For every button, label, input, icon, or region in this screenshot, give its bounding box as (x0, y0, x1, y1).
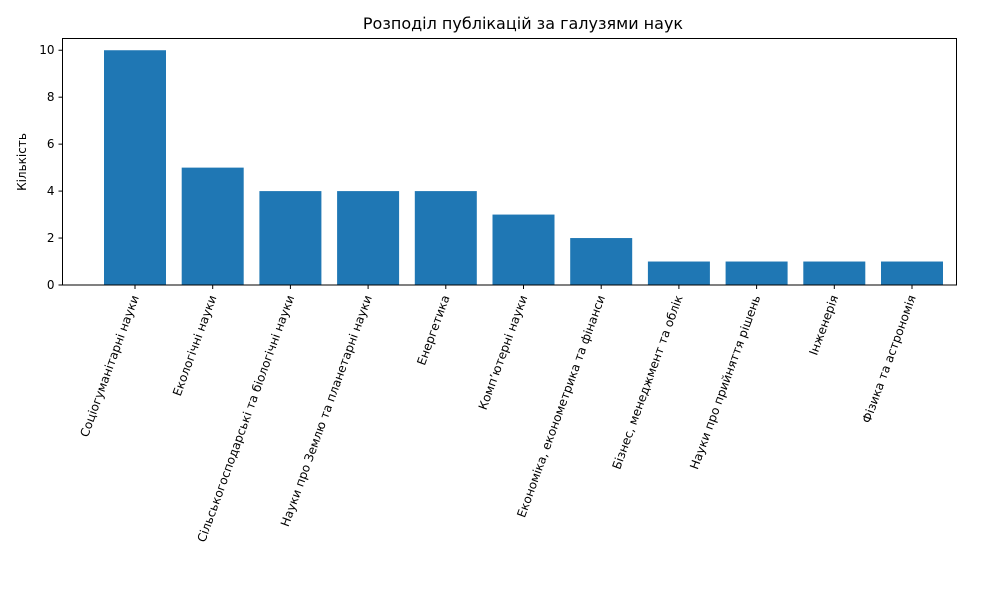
y-axis-label: Кількість (15, 133, 29, 191)
y-tick-label: 10 (39, 43, 54, 57)
bar (492, 214, 555, 285)
plot-frame (62, 38, 957, 286)
x-tick-label: Бізнес, менеджмент та облік (609, 293, 685, 471)
x-tick-label: Фізика та астрономія (859, 293, 918, 425)
bar (337, 191, 400, 285)
y-tick-label: 6 (47, 137, 55, 151)
x-tick-label: Науки про прийняття рішень (687, 293, 763, 471)
bar (181, 167, 244, 285)
x-tick-label: Інженерія (806, 293, 841, 357)
x-axis: Соціогуманітарні науки Екологічні наукиСі… (77, 285, 919, 544)
y-axis: 0 2 4 6 8 10 (39, 43, 63, 292)
bar (259, 191, 322, 285)
x-tick-label: Енергетика (414, 293, 452, 367)
bar (104, 50, 166, 285)
bar (414, 191, 477, 285)
x-tick-label: Економіка, економетрика та фінанси (514, 293, 608, 519)
x-tick-label: Соціогуманітарні науки (77, 293, 141, 439)
x-tick-label: Науки про Землю та планетарні науки (278, 293, 375, 528)
bar (803, 261, 866, 285)
bar (725, 261, 788, 285)
y-tick-label: 2 (47, 231, 55, 245)
bar (647, 261, 710, 285)
y-tick-label: 0 (47, 278, 55, 292)
y-tick-label: 4 (47, 184, 55, 198)
x-tick-label: Сільськогосподарські та біологічні науки (195, 293, 298, 544)
y-tick-label: 8 (47, 90, 55, 104)
bars-group (104, 50, 943, 285)
x-tick-label: Екологічні науки (170, 293, 220, 398)
x-tick-label: Комп’ютерні науки (476, 293, 531, 412)
chart-title: Розподіл публікацій за галузями наук (363, 14, 684, 33)
bar (570, 238, 633, 285)
bar (881, 261, 943, 285)
